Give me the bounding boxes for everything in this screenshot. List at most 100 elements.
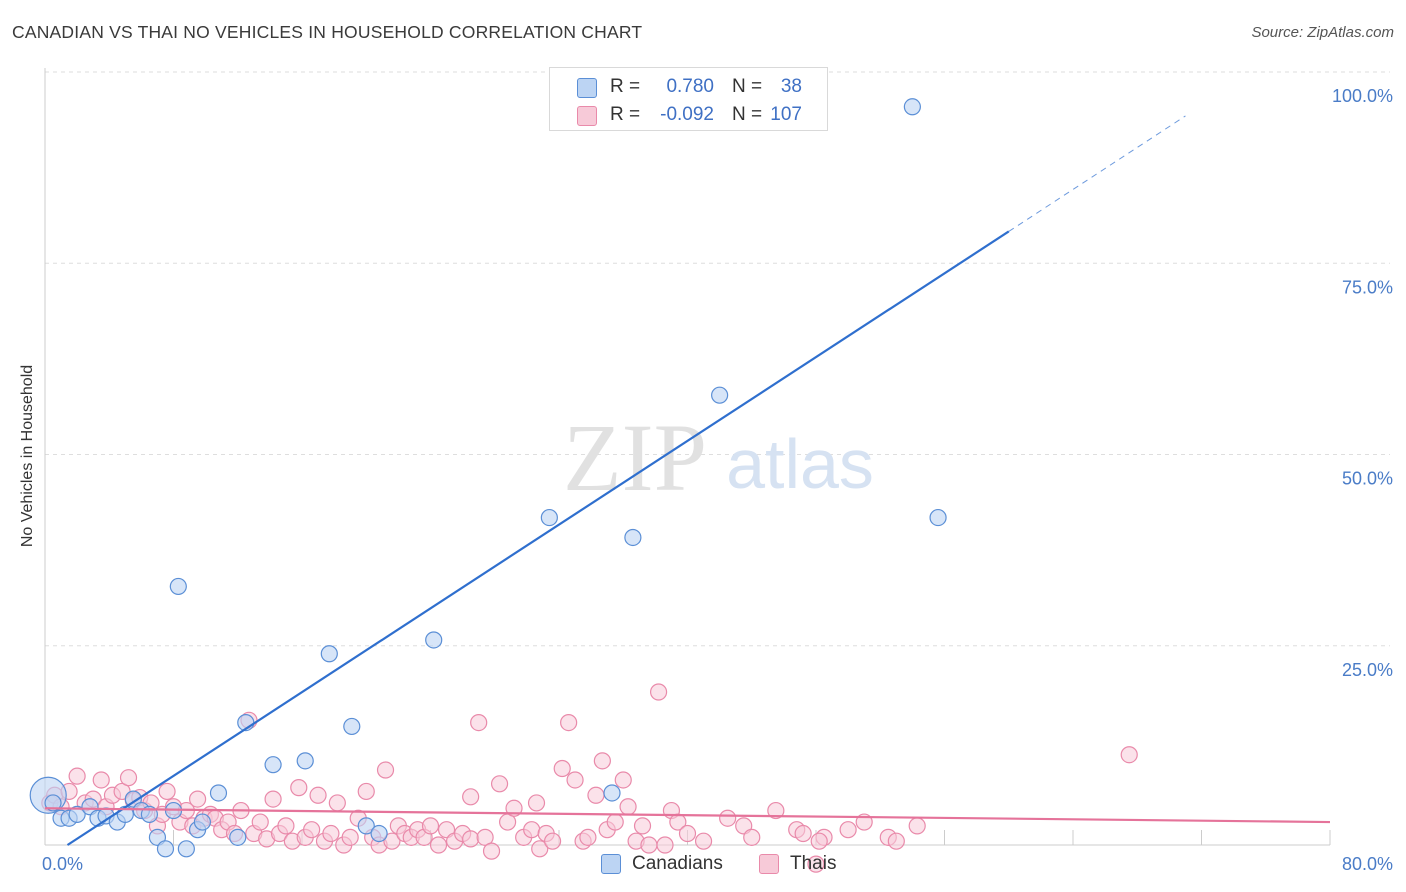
thai-point xyxy=(839,821,857,839)
thai-point xyxy=(462,830,480,848)
thais-legend-label: Thais xyxy=(790,853,837,874)
chart-title: CANADIAN VS THAI NO VEHICLES IN HOUSEHOL… xyxy=(12,22,643,42)
tick-labels: 25.0% 50.0% 75.0% 100.0% 0.0% 80.0% xyxy=(42,86,1393,874)
thai-point xyxy=(328,794,346,812)
thai-point xyxy=(341,828,359,846)
canadians-swatch xyxy=(577,78,597,98)
canadian-point xyxy=(425,631,443,649)
thai-point xyxy=(807,855,825,873)
watermark: ZIP atlas xyxy=(563,404,874,511)
thai-point xyxy=(264,790,282,808)
thai-point xyxy=(606,813,624,831)
canadian-point xyxy=(343,717,361,736)
thai-point xyxy=(656,836,674,854)
thai-points xyxy=(41,683,1138,873)
thai-point xyxy=(290,779,308,797)
canadian-point xyxy=(156,840,175,858)
thai-point xyxy=(553,759,571,778)
r-label: R = xyxy=(610,76,641,97)
y-tick-label: 75.0% xyxy=(1342,277,1393,297)
thai-point xyxy=(531,840,549,858)
canadian-point xyxy=(68,805,86,824)
thai-point xyxy=(649,683,668,701)
thai-point xyxy=(767,801,785,820)
canadian-point xyxy=(540,508,558,527)
thai-point xyxy=(887,832,905,850)
thai-point xyxy=(794,824,812,843)
canadian-point xyxy=(603,784,621,802)
thai-point xyxy=(908,817,926,835)
thai-point xyxy=(309,786,327,804)
thai-point xyxy=(579,828,597,846)
canadian-point xyxy=(624,528,642,547)
canadian-point xyxy=(320,645,338,663)
canadian-point xyxy=(296,752,314,770)
canadian-point xyxy=(711,386,729,404)
x-tick-label: 80.0% xyxy=(1342,854,1393,874)
canadian-point xyxy=(229,828,247,846)
canadians-trend-extension xyxy=(1008,115,1186,232)
y-tick-label: 25.0% xyxy=(1342,660,1393,680)
thai-point xyxy=(482,842,501,860)
gridlines xyxy=(45,71,1390,647)
r-label: R = xyxy=(610,104,641,125)
canadian-point xyxy=(193,813,212,831)
trend-lines xyxy=(44,115,1331,846)
thai-point xyxy=(158,782,176,801)
thai-point xyxy=(490,775,509,793)
thai-point xyxy=(383,832,401,850)
canadians-legend-swatch xyxy=(601,854,621,874)
thai-point xyxy=(719,809,737,827)
thai-point xyxy=(68,767,86,785)
thais-legend-swatch xyxy=(759,854,779,874)
thai-point xyxy=(810,832,828,850)
thai-point xyxy=(560,713,578,732)
thai-point xyxy=(593,752,611,770)
thai-point xyxy=(614,771,632,789)
n-value: 38 xyxy=(780,76,802,97)
thai-point xyxy=(566,771,584,789)
thai-point xyxy=(92,771,110,789)
canadian-point xyxy=(264,756,282,774)
canadian-point xyxy=(929,508,947,527)
canadian-point xyxy=(44,794,62,812)
y-tick-label: 50.0% xyxy=(1342,469,1393,489)
canadian-point xyxy=(903,98,921,116)
n-label: N = xyxy=(732,104,763,125)
thai-point xyxy=(376,761,395,779)
thais-swatch xyxy=(577,106,597,126)
n-value: 107 xyxy=(770,104,802,125)
y-tick-label: 100.0% xyxy=(1332,86,1393,106)
thai-point xyxy=(527,794,546,812)
canadian-point xyxy=(169,577,187,596)
thai-point xyxy=(421,817,440,835)
stats-legend: R = 0.780 N = 38 R = -0.092 N = 107 xyxy=(549,67,828,131)
thai-point xyxy=(429,836,448,854)
thai-point xyxy=(476,828,494,846)
thai-point xyxy=(303,821,321,839)
canadian-point xyxy=(209,784,228,802)
thai-point xyxy=(743,828,761,846)
thai-point xyxy=(470,713,488,732)
thai-point xyxy=(523,821,541,839)
canadian-point xyxy=(357,817,375,835)
thai-point xyxy=(1120,746,1138,764)
thai-point xyxy=(587,786,605,804)
watermark-atlas: atlas xyxy=(726,425,874,503)
thai-point xyxy=(619,798,637,816)
canadian-point xyxy=(177,840,195,858)
thais-trend-line xyxy=(44,807,1331,824)
canadians-trend-line xyxy=(66,230,1010,846)
legend-row-thais: R = -0.092 N = 107 xyxy=(550,100,827,130)
thai-point xyxy=(633,817,652,835)
r-value: -0.092 xyxy=(660,104,714,125)
thai-point xyxy=(543,832,562,850)
chart-source: Source: ZipAtlas.com xyxy=(1251,24,1394,41)
n-label: N = xyxy=(732,76,763,97)
r-value: 0.780 xyxy=(666,76,714,97)
canadian-point xyxy=(370,824,388,843)
thai-point xyxy=(188,790,207,808)
thai-point xyxy=(678,824,697,843)
thai-point xyxy=(322,824,340,843)
